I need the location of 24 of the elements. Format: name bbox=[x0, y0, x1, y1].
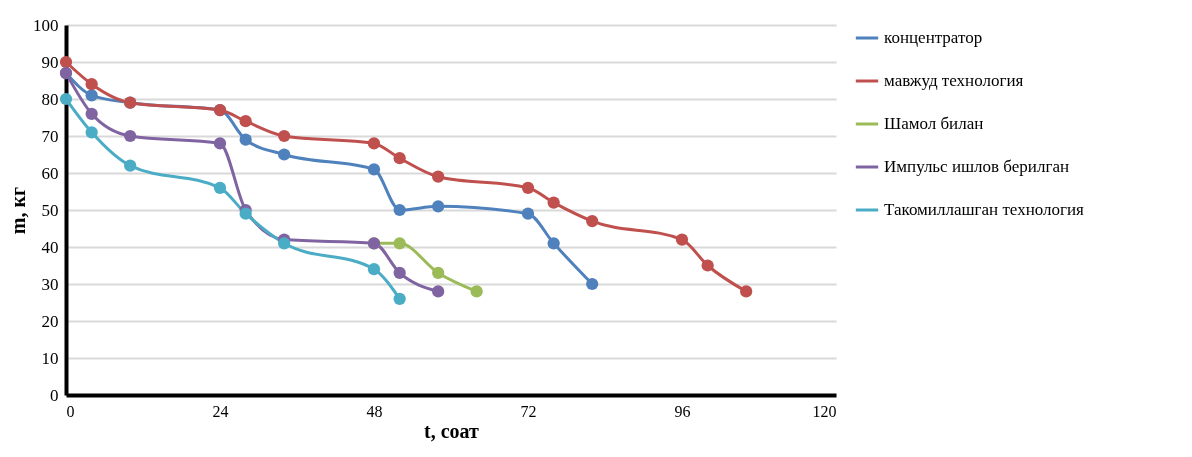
y-tick-label: 60 bbox=[41, 163, 59, 183]
y-axis-title: m, кг bbox=[7, 186, 29, 235]
x-tick-label: 24 bbox=[212, 402, 229, 420]
legend-label: Шамол билан bbox=[884, 114, 984, 133]
x-tick-label: 72 bbox=[520, 402, 537, 420]
y-tick-label: 40 bbox=[41, 237, 59, 257]
x-tick-label: 48 bbox=[366, 402, 383, 420]
y-tick-label: 30 bbox=[41, 274, 59, 294]
y-tick-label: 80 bbox=[41, 89, 59, 109]
y-tick-label: 0 bbox=[50, 385, 59, 405]
y-tick-label: 50 bbox=[41, 200, 59, 220]
y-tick-label: 90 bbox=[41, 52, 59, 72]
x-tick-label: 120 bbox=[812, 402, 837, 420]
x-tick-label: 0 bbox=[66, 402, 75, 420]
legend-label: мавжуд технология bbox=[884, 71, 1024, 90]
legend-label: Такомиллашган технология bbox=[884, 200, 1085, 219]
y-tick-label: 70 bbox=[41, 126, 59, 146]
x-tick-label: 96 bbox=[674, 402, 691, 420]
x-axis-title: t, соат bbox=[424, 419, 480, 442]
y-tick-label: 100 bbox=[33, 15, 59, 35]
y-tick-label: 10 bbox=[41, 348, 59, 368]
y-tick-label: 20 bbox=[41, 311, 59, 331]
legend-label: концентратор bbox=[884, 28, 983, 47]
legend-label: Импульс ишлов берилган bbox=[884, 157, 1070, 176]
